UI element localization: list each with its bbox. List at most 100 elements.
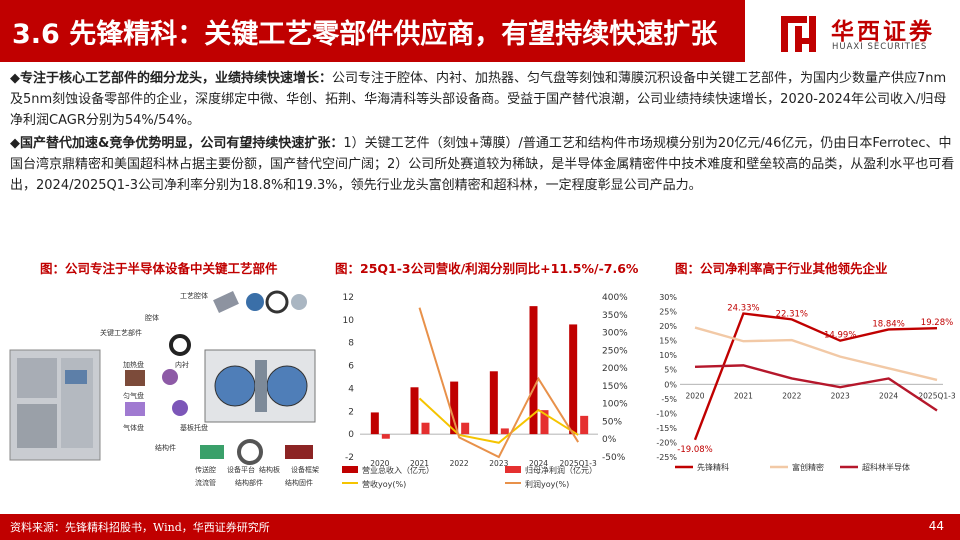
page-title: 3.6 先锋精科：关键工艺零部件供应商，有望持续快速扩张 [0,0,745,62]
legend-label: 利润yoy(%) [525,479,569,489]
callout-label: 设备平台 [227,465,255,474]
logo-text-cn: 华西证券 [831,19,935,45]
equipment-diagram: 工艺腔体 关键工艺部件 腔体 内衬 加热盘 匀气盘 气体盘 基板托盘 结构件 传… [9,290,319,487]
parts-photos [125,290,313,465]
y-tick-label-left: 4 [348,384,354,394]
x-tick-label: 2022 [782,391,801,400]
callout-label: 腔体 [145,313,159,322]
y-tick-label-right: 350% [602,311,628,321]
callout-label: 加热盘 [123,360,144,369]
legend-label: 营业总收入（亿元） [362,465,434,475]
y-tick-label: -10% [656,409,677,418]
y-tick-label-left: 8 [348,339,354,349]
x-tick-label: 2021 [410,459,429,468]
y-tick-label: 5% [664,366,677,375]
y-tick-label-right: -50% [602,453,626,463]
y-tick-label: -25% [656,453,677,462]
x-tick-label: 2023 [489,459,508,468]
line-series-1 [694,326,938,382]
bar-revenue [410,387,419,435]
paragraph-2: ◆国产替代加速&竞争优势明显，公司有望持续快速扩张：1）关键工艺件（刻蚀+薄膜）… [10,133,955,196]
bar-revenue [450,381,459,435]
logo-text-en: HUAXI SECURITIES [832,42,928,52]
data-label: 22.31% [776,309,808,319]
y-tick-label: 15% [659,337,677,346]
callout-label: 设备框架 [291,465,319,474]
paragraph-1-heading: ◆专注于核心工艺部件的细分龙头，业绩持续快速增长： [10,71,332,86]
huaxi-logo-icon [781,16,816,52]
figure-3-title: 图：公司净利率高于行业其他领先企业 [675,261,888,276]
data-label: 19.28% [921,318,953,328]
source-note: 资料来源：先锋精科招股书，Wind，华西证券研究所 [10,521,270,534]
legend-swatch [505,466,521,473]
y-tick-label-right: 50% [602,417,622,427]
line-series-2 [694,364,938,412]
callout-label: 结构部件 [235,478,263,487]
bar-revenue [529,306,538,435]
callout-label: 关键工艺部件 [100,328,142,337]
y-tick-label: -20% [656,438,677,447]
callout-label: 内衬 [175,360,189,369]
etch-machine-image [9,349,101,461]
y-tick-label-right: 300% [602,329,628,339]
bar-revenue [370,412,379,435]
callout-label: 流流管 [195,478,216,487]
bar-net-profit [381,434,390,439]
x-tick-label: 2024 [879,391,898,400]
legend-label: 超科林半导体 [862,462,910,472]
y-tick-label-right: 100% [602,400,628,410]
x-tick-label: 2020 [685,391,704,400]
y-tick-label: -15% [656,424,677,433]
line-profit-yoy [418,307,580,459]
bar-revenue [489,371,498,435]
y-tick-label: 30% [659,293,677,302]
company-logo: 华西证券 HUAXI SECURITIES [775,10,945,56]
x-tick-label: 2025Q1-3 [918,391,955,400]
legend-label: 先锋精科 [697,462,729,472]
y-tick-label: 25% [659,308,677,317]
y-tick-label-left: 6 [348,362,354,372]
x-tick-label: 2022 [450,459,469,468]
x-tick-label: 2023 [831,391,850,400]
chamber-cross-section [204,349,316,423]
bar-net-profit [500,428,509,435]
y-tick-label-right: 150% [602,382,628,392]
bar-net-profit [540,410,549,435]
callout-label: 结构板 [259,465,280,474]
y-tick-label-right: 200% [602,364,628,374]
paragraph-2-text: 1）关键工艺件（刻蚀+薄膜）/普通工艺和结构件市场规模分别为20亿元/46亿元，… [10,136,955,193]
y-tick-label-left: 0 [348,430,354,440]
legend-label: 营收yoy(%) [362,479,406,489]
callout-label: 传送腔 [195,465,216,474]
footer-bar: 资料来源：先锋精科招股书，Wind，华西证券研究所 44 [0,514,960,540]
line-series-0 [693,312,938,441]
data-label: 14.99% [824,331,856,341]
y-tick-label-right: 250% [602,346,628,356]
x-tick-label: 2021 [734,391,753,400]
net-margin-chart: -25% -20% -15% -10% -5% 0% 5% 10% 15% 20% 25% 30% 20… [656,293,955,472]
y-tick-label-left: -2 [345,453,354,463]
legend-swatch [342,466,358,473]
data-label: 24.33% [727,303,759,313]
y-tick-label-left: 12 [343,293,354,303]
bar-net-profit [461,422,470,435]
diagram-callouts: 工艺腔体 关键工艺部件 腔体 内衬 加热盘 匀气盘 气体盘 基板托盘 结构件 传… [100,291,319,487]
y-tick-label: 20% [659,322,677,331]
y-tick-label-right: 0% [602,435,617,445]
y-tick-label-right: 400% [602,293,628,303]
legend-label: 归母净利润（亿元） [525,465,597,475]
callout-label: 工艺腔体 [180,291,208,300]
callout-label: 结构件 [155,443,176,452]
callout-label: 气体盘 [123,423,144,432]
x-tick-label: 2024 [529,459,548,468]
revenue-profit-chart: -2 0 2 4 6 8 10 12 -50% 0% 50% 100% 150% 200% 250% 300%… [342,293,628,489]
x-tick-label: 2020 [370,459,389,468]
page-number: 44 [928,519,944,533]
legend-label: 富创精密 [792,462,824,472]
bar-net-profit [580,415,589,435]
paragraph-1: ◆专注于核心工艺部件的细分龙头，业绩持续快速增长：公司专注于腔体、内衬、加热器、… [10,68,955,131]
x-tick-label: 2025Q1-3 [560,459,597,468]
line-revenue-yoy [418,397,579,444]
bar-net-profit [421,422,430,435]
callout-label: 匀气盘 [123,391,144,400]
